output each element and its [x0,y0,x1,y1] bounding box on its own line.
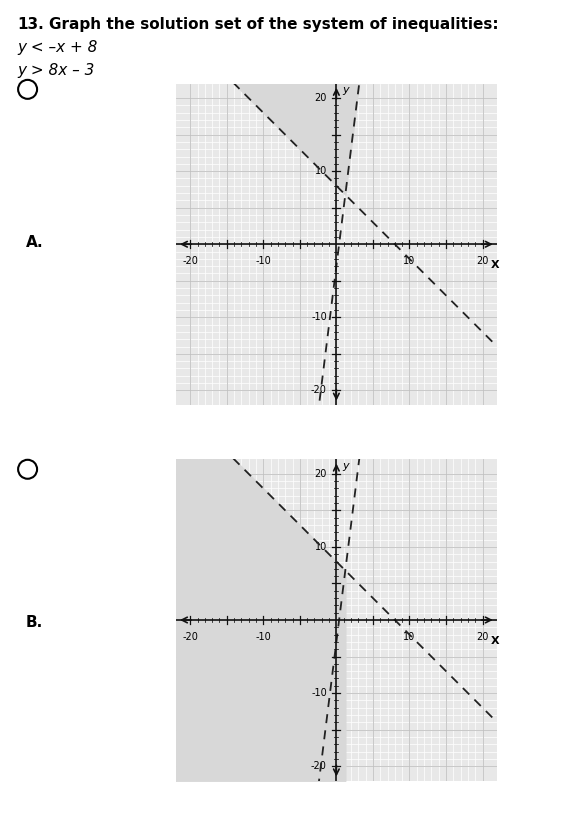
Text: 10: 10 [315,542,327,552]
Text: 10: 10 [403,256,416,266]
Text: -20: -20 [182,631,198,641]
Text: -10: -10 [255,631,271,641]
Text: 10: 10 [403,631,416,641]
Text: Graph the solution set of the system of inequalities:: Graph the solution set of the system of … [49,17,499,32]
Text: 20: 20 [476,256,489,266]
Text: X: X [490,261,499,271]
Text: -10: -10 [311,688,327,698]
Text: -10: -10 [255,256,271,266]
Text: y > 8x – 3: y > 8x – 3 [17,63,95,78]
Text: 20: 20 [315,469,327,478]
Text: y: y [342,461,349,471]
Text: -20: -20 [311,386,327,395]
Text: y < –x + 8: y < –x + 8 [17,40,98,55]
Text: y: y [342,85,349,95]
Text: 20: 20 [476,631,489,641]
Text: A.: A. [26,235,44,250]
Text: 20: 20 [315,94,327,103]
Text: 10: 10 [315,166,327,176]
Text: 13.: 13. [17,17,44,32]
Text: -20: -20 [182,256,198,266]
Text: -10: -10 [311,312,327,322]
Text: -20: -20 [311,762,327,771]
Text: B.: B. [26,615,43,630]
Text: X: X [490,636,499,646]
